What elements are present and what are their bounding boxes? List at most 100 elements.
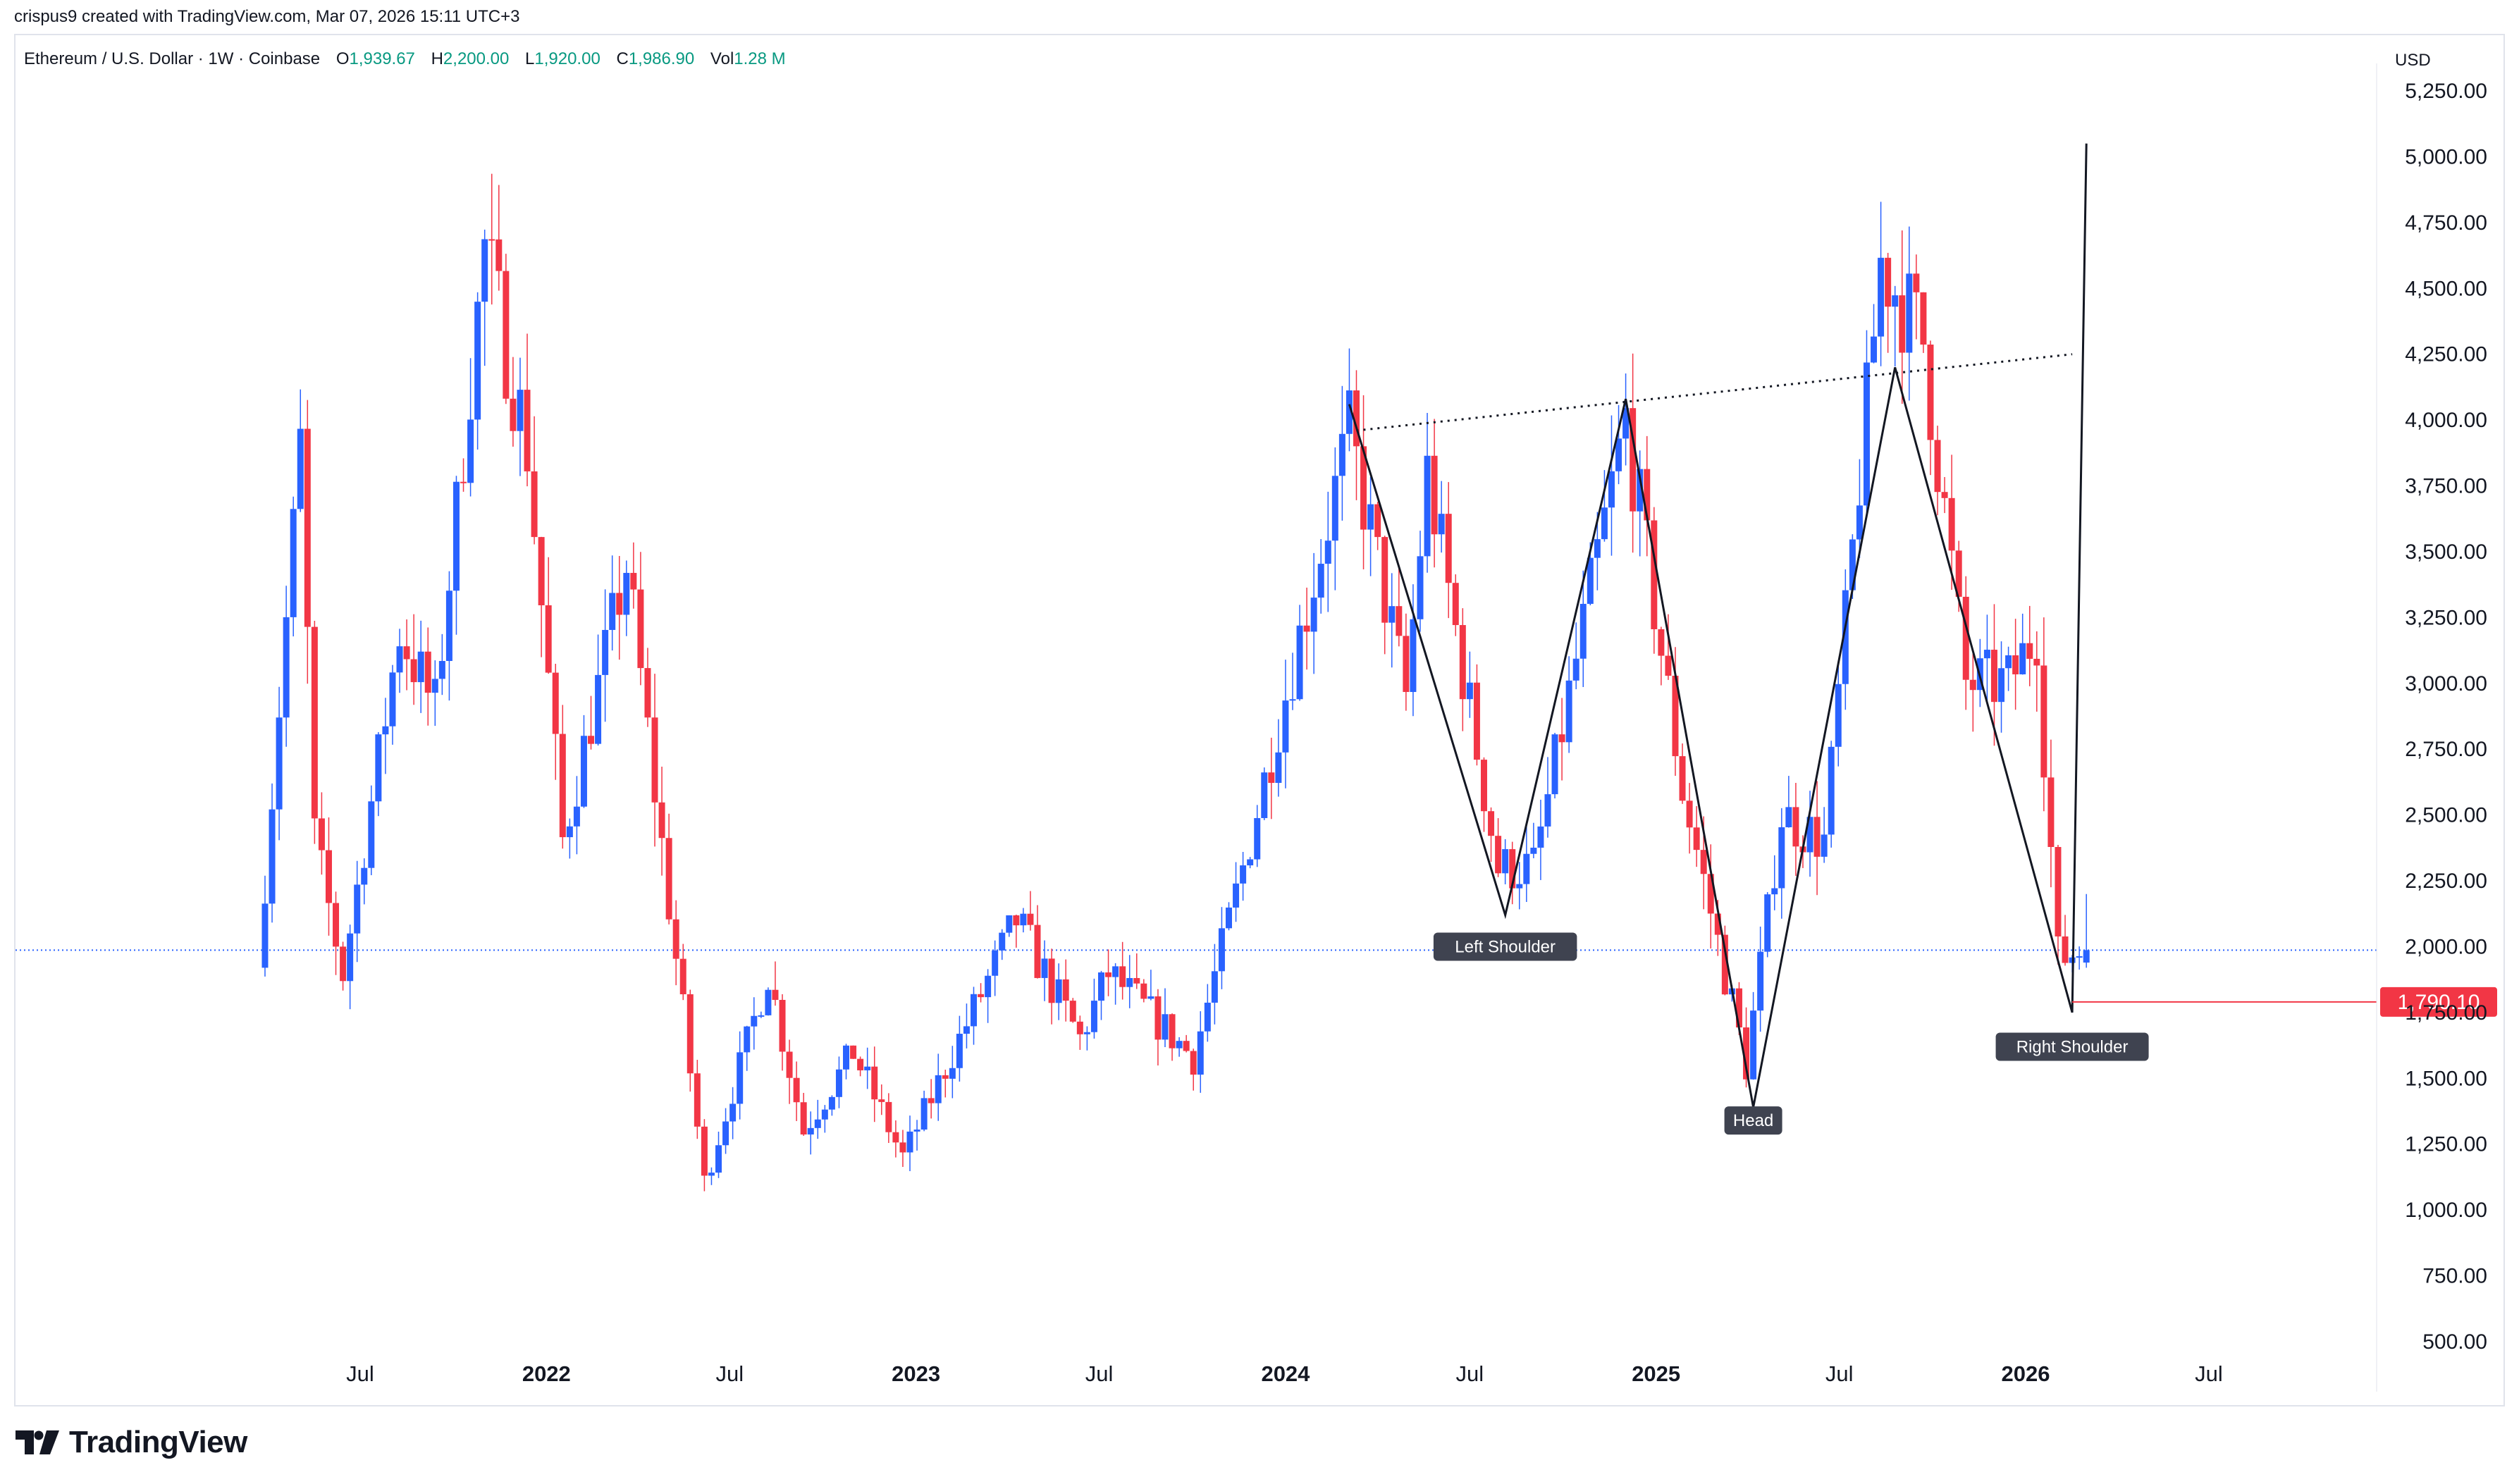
candle-body [1792, 807, 1799, 847]
candle-body [1842, 590, 1849, 684]
high-label: H [431, 49, 443, 68]
candle-body [1211, 971, 1218, 1003]
candle-body [843, 1045, 850, 1070]
candle [347, 925, 354, 1010]
candle-body [431, 679, 438, 693]
candle-body [1998, 668, 2005, 703]
candle [368, 785, 375, 876]
candle-body [786, 1051, 793, 1078]
candle-body [510, 398, 517, 431]
candle [1013, 915, 1020, 948]
x-tick-label: Jul [1085, 1361, 1114, 1386]
candle [793, 1061, 800, 1121]
candle [1651, 507, 1658, 654]
candle-body [1764, 894, 1771, 952]
candle [828, 1095, 835, 1116]
candle-body [495, 239, 503, 271]
candle-body [1197, 1031, 1204, 1075]
candle-body [1849, 539, 1856, 590]
candle-body [1721, 934, 1728, 995]
candle [410, 614, 417, 705]
candle-body [609, 593, 616, 630]
candle-body [899, 1142, 906, 1153]
candle-body [1367, 504, 1374, 530]
candle [665, 813, 672, 925]
volume-label: Vol [710, 49, 734, 68]
candle-body [566, 826, 573, 838]
candle-body [1835, 684, 1842, 747]
candle-body [1658, 629, 1665, 656]
candle-body [1452, 583, 1459, 626]
candle-body [701, 1126, 708, 1176]
candle [1813, 781, 1821, 896]
annotation-label: Right Shoulder [2016, 1037, 2129, 1056]
candle-body [1665, 655, 1672, 676]
candle-body [1983, 650, 1990, 659]
candle [1565, 656, 1572, 753]
candle-body [956, 1034, 963, 1068]
candle-body [992, 950, 999, 976]
candle [616, 555, 623, 660]
candle [1679, 743, 1686, 804]
candle [2083, 894, 2090, 968]
y-tick-label: 2,250.00 [2405, 870, 2487, 893]
candle [821, 1105, 828, 1133]
candle-body [1317, 564, 1324, 598]
candle [1310, 552, 1317, 674]
candle-body [375, 734, 382, 802]
y-tick-label: 2,750.00 [2405, 738, 2487, 761]
candle [729, 1087, 737, 1139]
price-chart[interactable]: 1,790.10 Left Shoulder Head Right Shoulder… [0, 0, 2519, 1409]
candle [701, 1119, 708, 1192]
candle-body [304, 428, 311, 627]
candle-body [524, 390, 531, 471]
candle [1601, 470, 1608, 542]
candle-body [1147, 996, 1154, 999]
candle [623, 560, 630, 636]
candle-body [1076, 1021, 1083, 1034]
candle-body [1913, 273, 1920, 292]
candle-body [1714, 913, 1721, 935]
y-tick-label: 750.00 [2422, 1265, 2487, 1288]
candle [1353, 370, 1360, 500]
candle-body [1693, 827, 1700, 851]
candle [389, 664, 396, 745]
high-value: 2,200.00 [443, 49, 510, 68]
candle [1558, 698, 1565, 781]
candle [1906, 226, 1913, 401]
candle [1211, 944, 1218, 1025]
candle-body [545, 605, 552, 673]
x-axis: Jul 2022 Jul 2023 Jul 2024 Jul 2025 Jul 2026 Jul [346, 1361, 2223, 1386]
y-tick-label: 500.00 [2422, 1330, 2487, 1354]
x-tick-label: 2024 [1261, 1361, 1310, 1386]
currency-label[interactable]: USD [2395, 51, 2431, 70]
annotation-badge [1433, 932, 1577, 961]
candle [517, 357, 524, 476]
candle [651, 674, 658, 847]
candle-body [1119, 966, 1126, 987]
candle [1296, 605, 1303, 701]
symbol-label: Ethereum / U.S. Dollar · 1W · Coinbase [24, 49, 321, 68]
candle-body [1771, 888, 1778, 895]
ohlc-legend: Ethereum / U.S. Dollar · 1W · Coinbase O… [24, 49, 786, 69]
candle [913, 1120, 920, 1151]
candle [1162, 988, 1169, 1047]
candle [1324, 491, 1331, 612]
chart-frame [14, 34, 2505, 1406]
candle [1572, 622, 1579, 690]
tradingview-logo[interactable]: TradingView [16, 1425, 247, 1460]
candle [573, 776, 580, 855]
candle [1338, 385, 1345, 521]
candle-body [552, 672, 559, 734]
candle [1579, 570, 1587, 687]
candle-body [1537, 826, 1544, 848]
candle [460, 458, 467, 492]
candle-body [573, 806, 580, 827]
candle-body [814, 1119, 821, 1128]
candle-body [481, 239, 488, 302]
candle-body [1878, 257, 1885, 337]
marker-price-badge [2380, 987, 2497, 1017]
candle [1374, 502, 1381, 550]
candle-body [318, 818, 325, 851]
candle [1176, 1037, 1183, 1057]
